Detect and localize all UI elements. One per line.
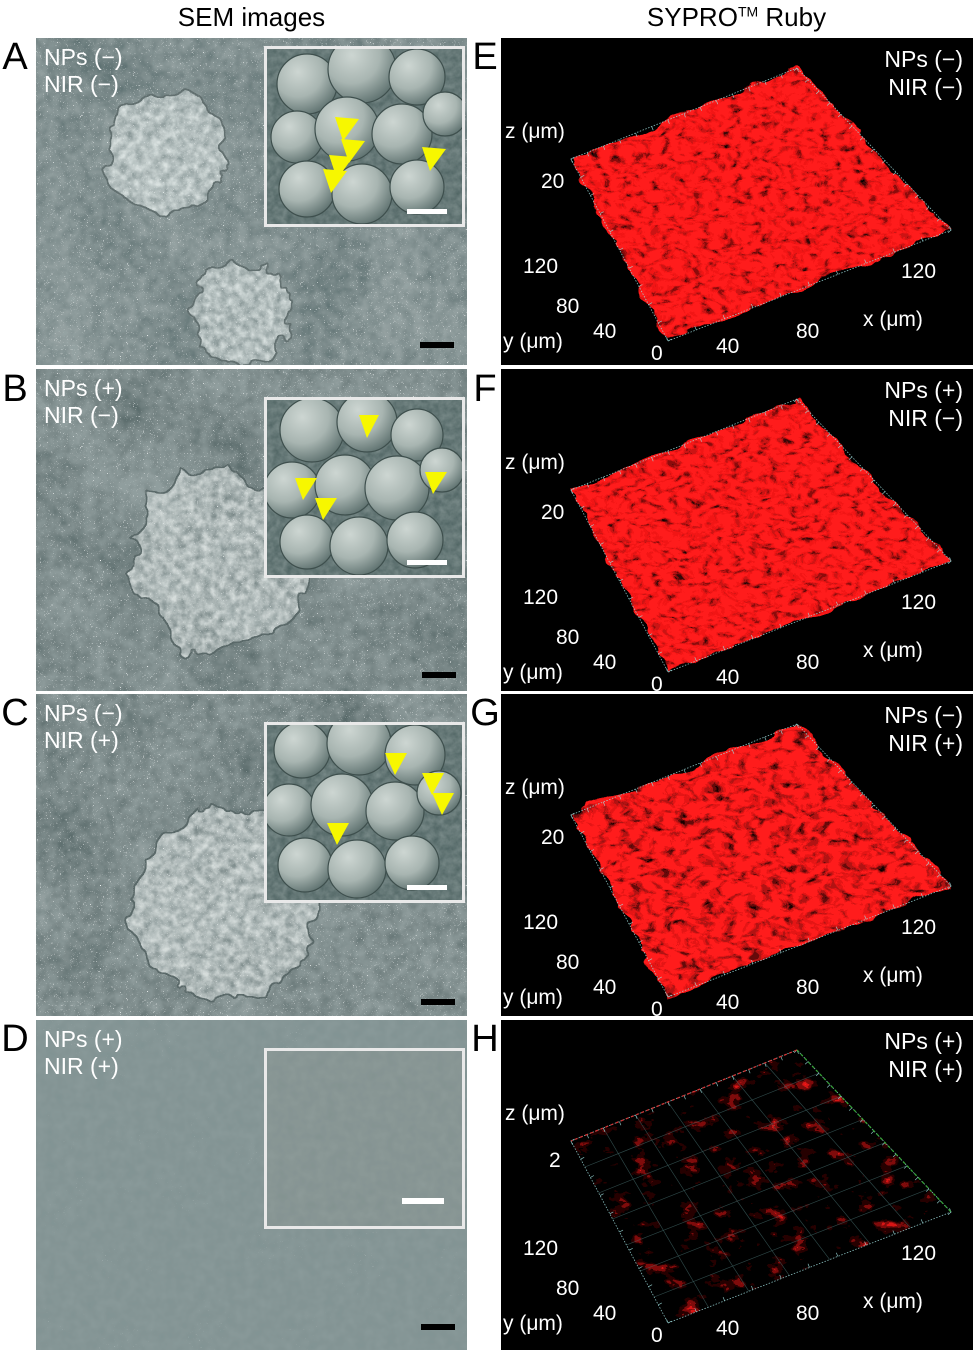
svg-text:z (μm): z (μm) (505, 451, 565, 474)
svg-text:120: 120 (901, 591, 936, 614)
svg-text:120: 120 (523, 586, 558, 609)
svg-text:80: 80 (556, 1277, 579, 1300)
svg-text:40: 40 (716, 1317, 739, 1340)
svg-text:x (μm): x (μm) (863, 639, 923, 662)
svg-text:40: 40 (593, 320, 616, 343)
svg-text:z (μm): z (μm) (505, 776, 565, 799)
svg-text:120: 120 (901, 260, 936, 283)
svg-text:40: 40 (716, 335, 739, 358)
svg-text:z (μm): z (μm) (505, 120, 565, 143)
svg-text:120: 120 (901, 1242, 936, 1265)
svg-text:0: 0 (651, 998, 663, 1016)
svg-text:120: 120 (901, 916, 936, 939)
svg-text:80: 80 (796, 320, 819, 343)
svg-text:0: 0 (651, 1324, 663, 1347)
svg-text:120: 120 (523, 911, 558, 934)
svg-text:20: 20 (541, 826, 564, 849)
svg-text:y (μm): y (μm) (503, 1312, 563, 1335)
svg-text:y (μm): y (μm) (503, 330, 563, 353)
svg-text:20: 20 (541, 501, 564, 524)
svg-text:120: 120 (523, 1237, 558, 1260)
svg-text:40: 40 (716, 991, 739, 1014)
svg-text:80: 80 (796, 1302, 819, 1325)
svg-text:40: 40 (593, 976, 616, 999)
svg-text:0: 0 (651, 673, 663, 691)
svg-text:40: 40 (716, 666, 739, 689)
svg-text:x (μm): x (μm) (863, 308, 923, 331)
svg-text:y (μm): y (μm) (503, 986, 563, 1009)
svg-text:80: 80 (796, 976, 819, 999)
svg-text:80: 80 (556, 626, 579, 649)
svg-text:x (μm): x (μm) (863, 964, 923, 987)
svg-text:120: 120 (523, 255, 558, 278)
svg-text:0: 0 (651, 342, 663, 365)
svg-text:20: 20 (541, 170, 564, 193)
svg-text:2: 2 (549, 1149, 561, 1172)
svg-text:z (μm): z (μm) (505, 1102, 565, 1125)
svg-text:80: 80 (556, 295, 579, 318)
svg-text:40: 40 (593, 1302, 616, 1325)
svg-text:x (μm): x (μm) (863, 1290, 923, 1313)
svg-text:80: 80 (796, 651, 819, 674)
svg-text:y (μm): y (μm) (503, 661, 563, 684)
svg-text:40: 40 (593, 651, 616, 674)
svg-text:80: 80 (556, 951, 579, 974)
